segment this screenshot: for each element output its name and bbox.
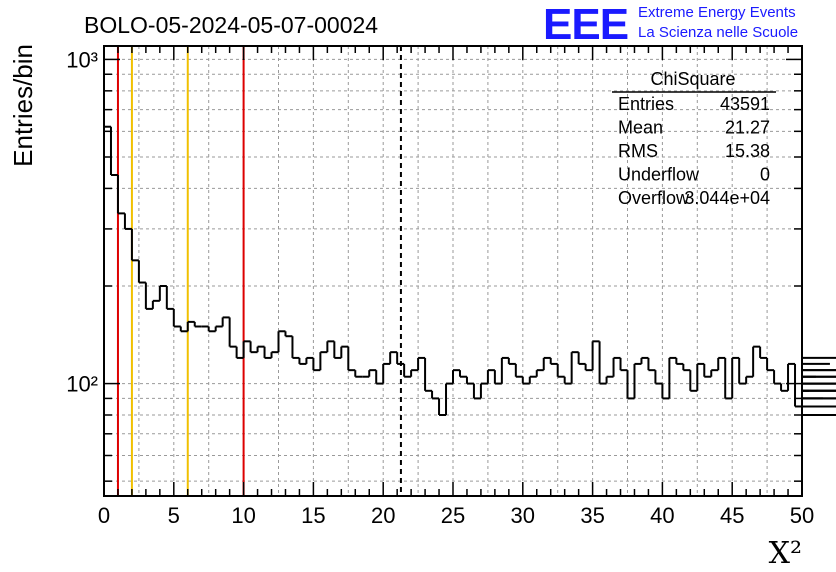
stats-row-label: Underflow <box>618 165 700 185</box>
x-tick-label: 40 <box>650 503 674 528</box>
eee-logo-line2: La Scienza nelle Scuole <box>638 24 799 41</box>
x-tick-label: 0 <box>98 503 110 528</box>
stats-row-value: 15.38 <box>725 141 770 161</box>
stats-row-label: Mean <box>618 118 663 138</box>
y-tick-label: 10² <box>66 372 98 397</box>
reference-lines-layer <box>116 46 402 496</box>
y-tick-label: 10³ <box>66 47 98 72</box>
stats-title: ChiSquare <box>650 69 735 89</box>
x-tick-label: 25 <box>441 503 465 528</box>
grid-layer <box>104 46 802 496</box>
x-tick-label: 45 <box>720 503 744 528</box>
stats-box: ChiSquare Entries 43591 Mean 21.27 RMS 15.38 Un… <box>612 69 776 208</box>
stats-row-label: Overflow <box>618 188 690 208</box>
stats-row-label: Entries <box>618 94 674 114</box>
x-tick-label: 10 <box>231 503 255 528</box>
x-tick-label: 35 <box>580 503 604 528</box>
stats-row-value: 0 <box>760 165 770 185</box>
run-title: BOLO-05-2024-05-07-00024 <box>84 12 379 38</box>
x-tick-label: 30 <box>511 503 535 528</box>
x-axis-label: X² <box>769 536 802 571</box>
x-tick-label: 15 <box>301 503 325 528</box>
eee-logo-line1: Extreme Energy Events <box>638 4 796 21</box>
stats-row-label: RMS <box>618 141 658 161</box>
x-tick-label: 20 <box>371 503 395 528</box>
stats-row-value: 21.27 <box>725 118 770 138</box>
y-axis-label: Entries/bin <box>8 44 38 167</box>
histogram-layer <box>104 125 836 416</box>
x-tick-label: 50 <box>790 503 814 528</box>
stats-row-value: 43591 <box>720 94 770 114</box>
stats-row-value: 3.044e+04 <box>684 188 770 208</box>
x-tick-label: 5 <box>168 503 180 528</box>
eee-logo: EEE <box>543 0 629 49</box>
axis-layer: 0 5 10 15 20 25 30 35 40 45 50 10² 10³ Entries/bin X² <box>8 44 814 571</box>
